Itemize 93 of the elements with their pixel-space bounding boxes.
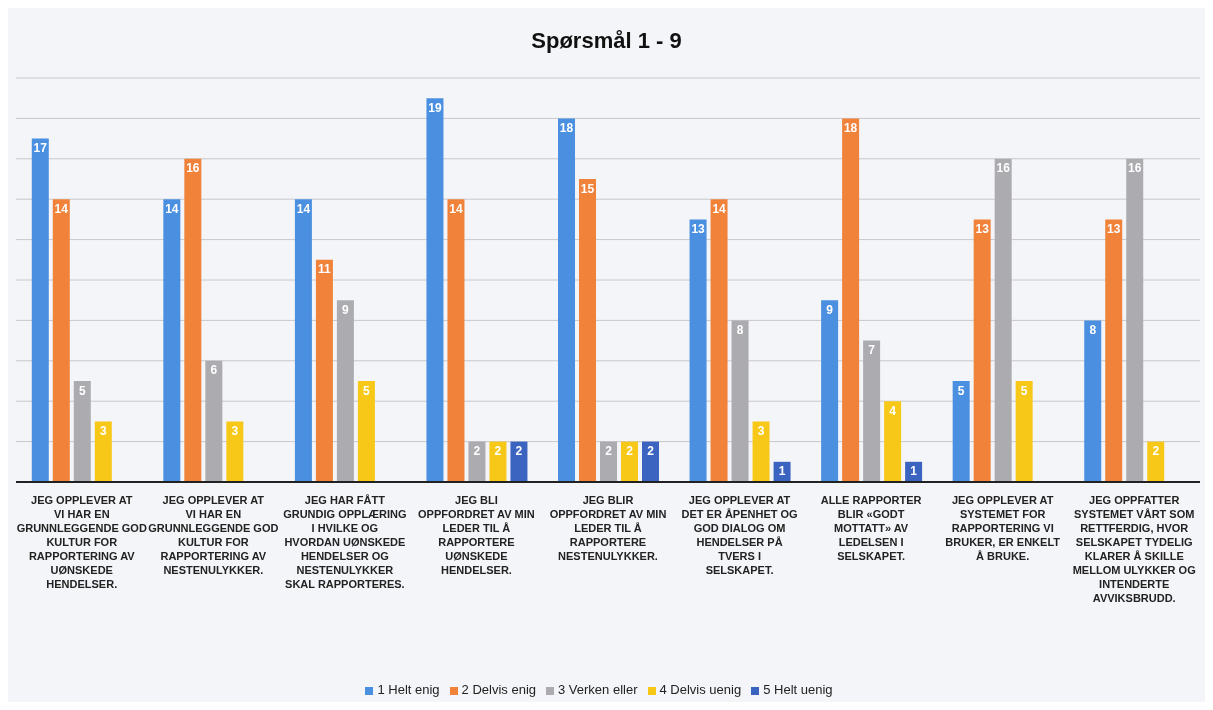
legend-label: 2 Delvis enig — [461, 682, 537, 697]
bar — [973, 219, 991, 482]
data-label: 14 — [54, 201, 69, 216]
x-tick-label: ALLE RAPPORTER BLIR «GODT MOTTATT» AV LEDELSEN I SELSKAPET. — [820, 494, 922, 562]
data-label: 14 — [296, 201, 311, 216]
bar — [336, 300, 354, 482]
data-label: 9 — [342, 302, 350, 317]
data-label: 1 — [778, 464, 786, 479]
bar — [52, 199, 70, 482]
data-label: 11 — [318, 262, 332, 277]
data-label: 3 — [757, 423, 765, 438]
data-label: 1 — [910, 464, 918, 479]
data-label: 5 — [78, 383, 86, 398]
data-label: 2 — [1152, 444, 1160, 459]
data-label: 3 — [99, 423, 107, 438]
data-label: 13 — [1107, 221, 1121, 236]
bar — [31, 138, 49, 482]
legend-label: 3 Verken eller — [558, 682, 638, 697]
data-label: 6 — [210, 363, 218, 378]
bar — [94, 421, 112, 482]
bar — [842, 118, 860, 482]
data-label: 16 — [1128, 161, 1142, 176]
chart-title: Spørsmål 1 - 9 — [530, 27, 683, 55]
legend-label: 4 Delvis uenig — [659, 682, 742, 697]
bar — [579, 179, 597, 482]
bar — [447, 199, 465, 482]
bar — [994, 158, 1012, 482]
data-label: 17 — [33, 141, 48, 156]
bar — [952, 381, 970, 482]
bar — [821, 300, 839, 482]
data-label: 5 — [363, 383, 371, 398]
bar — [621, 441, 639, 482]
data-label: 8 — [736, 322, 744, 337]
x-tick-label: JEG HAR FÅTT GRUNDIG OPPLÆRING I HVILKE OG HVORDAN UØNSKEDE HENDELSER OG NESTENULYKKER SKAL RAPPORTERES. — [283, 494, 407, 590]
data-label: 2 — [605, 444, 613, 459]
bar — [468, 441, 486, 482]
data-label: 14 — [165, 201, 179, 216]
x-tick-label: JEG OPPLEVER AT VI HAR EN GRUNNLEGGENDE GOD KULTUR FOR RAPPORTERING AV UØNSKEDE HENDELSER. — [16, 494, 147, 590]
x-tick-label: JEG OPPLEVER AT DET ER ÅPENHET OG GOD DIALOG OM HENDELSER PÅ TVERS I SELSKAPET. — [681, 494, 798, 576]
data-label: 4 — [889, 403, 897, 418]
bar — [600, 441, 618, 482]
bar — [863, 340, 881, 482]
data-label: 5 — [1020, 383, 1028, 398]
bar — [1015, 381, 1033, 482]
bar — [689, 219, 707, 482]
data-label: 7 — [868, 343, 876, 358]
bar — [1147, 441, 1165, 482]
data-label: 18 — [843, 120, 858, 135]
data-label: 9 — [826, 302, 834, 317]
bar — [163, 199, 181, 482]
data-label: 14 — [712, 201, 727, 216]
bar — [205, 360, 223, 482]
bar — [1105, 219, 1123, 482]
data-label: 2 — [494, 444, 502, 459]
data-label: 16 — [186, 161, 200, 176]
data-label: 8 — [1089, 322, 1097, 337]
data-label: 13 — [691, 221, 706, 236]
bar — [489, 441, 507, 482]
bar — [357, 381, 375, 482]
bar — [510, 441, 528, 482]
data-label: 18 — [559, 120, 574, 135]
bar — [1084, 320, 1102, 482]
x-tick-label: JEG OPPFATTER SYSTEMET VÅRT SOM RETTFERDIG, HVOR SELSKAPET TYDELIG KLARER Å SKILLE MELLOM ULYKKER OG INTENDERTE AVVIKSBRUDD. — [1072, 494, 1196, 604]
bar — [642, 441, 660, 482]
bar — [752, 421, 770, 482]
data-label: 14 — [449, 201, 463, 216]
legend-label: 5 Helt uenig — [763, 682, 833, 697]
data-label: 19 — [428, 100, 442, 115]
data-label: 16 — [996, 161, 1011, 176]
bar — [426, 98, 444, 482]
bar — [315, 259, 333, 482]
data-label: 2 — [626, 444, 634, 459]
bar — [184, 158, 202, 482]
bar — [884, 401, 902, 482]
bar — [710, 199, 728, 482]
legend-label: 1 Helt enig — [377, 682, 440, 697]
data-label: 2 — [473, 444, 481, 459]
bar — [731, 320, 749, 482]
bar — [1126, 158, 1144, 482]
bar — [73, 381, 91, 482]
data-label: 15 — [580, 181, 595, 196]
data-label: 5 — [957, 383, 965, 398]
data-label: 2 — [515, 444, 523, 459]
bar — [226, 421, 244, 482]
x-tick-label: JEG BLI OPPFORDRET AV MIN LEDER TIL Å RAPPORTERE UØNSKEDE HENDELSER. — [418, 494, 535, 576]
bar — [558, 118, 576, 482]
data-label: 3 — [231, 423, 239, 438]
bar — [294, 199, 312, 482]
data-label: 13 — [975, 221, 990, 236]
data-label: 2 — [647, 444, 655, 459]
x-tick-label: JEG OPPLEVER AT SYSTEMET FOR RAPPORTERING VI BRUKER, ER ENKELT Å BRUKE. — [945, 494, 1061, 562]
x-tick-label: JEG BLIR OPPFORDRET AV MIN LEDER TIL Å RAPPORTERE NESTENULYKKER. — [549, 494, 667, 562]
x-tick-label: JEG OPPLEVER AT VI HAR EN GRUNNLEGGENDE GOD KULTUR FOR RAPPORTERING AV NESTENULYKKER. — [148, 494, 279, 576]
